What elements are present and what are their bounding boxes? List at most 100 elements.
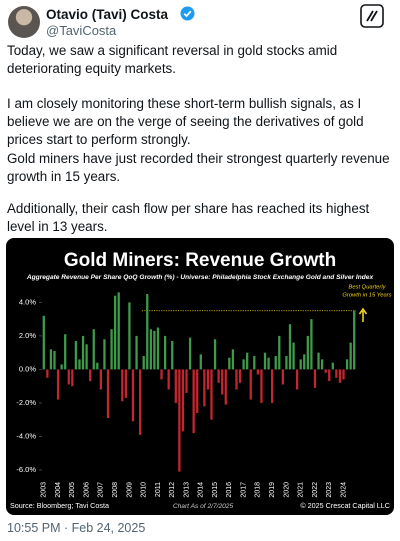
bar	[131, 369, 135, 422]
x-tick-label: 2008	[112, 482, 119, 498]
author-name[interactable]: Otavio (Tavi) Costa	[46, 7, 169, 22]
bar	[128, 302, 131, 370]
bar	[338, 369, 342, 383]
bar	[349, 342, 352, 370]
bar	[156, 327, 160, 370]
tweet-paragraph: Today, we saw a significant reversal in …	[7, 43, 338, 76]
handle[interactable]: @TaviCosta	[46, 23, 117, 38]
bar	[92, 329, 95, 370]
copyright: © 2025 Crescat Capital LLC	[300, 501, 390, 510]
bar	[228, 357, 231, 370]
bar	[53, 350, 56, 370]
bar	[260, 369, 263, 403]
bar	[60, 364, 63, 370]
bar	[217, 369, 220, 383]
bar	[324, 369, 327, 373]
bar	[138, 369, 142, 435]
bar	[331, 362, 334, 370]
annotation-arrow	[358, 307, 368, 322]
bar	[71, 369, 74, 387]
x-tick-label: 2021	[298, 482, 305, 498]
bar	[81, 335, 85, 370]
bar	[320, 359, 324, 370]
y-tick-label: -4.0%	[16, 431, 36, 440]
bar	[317, 352, 320, 370]
avatar[interactable]	[8, 6, 40, 38]
x-tick-label: 2023	[326, 482, 333, 498]
bar	[167, 369, 170, 390]
bar	[249, 369, 252, 400]
y-tick-label: -2.0%	[16, 398, 36, 407]
x-tick-label: 2011	[155, 482, 162, 497]
bar	[342, 369, 345, 380]
bar	[74, 340, 78, 370]
x-tick-label: 2017	[240, 482, 247, 498]
y-tick-label: 2.0%	[19, 331, 36, 340]
bar	[328, 369, 331, 382]
annotation: Best Quarterly	[348, 285, 386, 291]
grok-icon[interactable]	[360, 4, 384, 28]
bar	[313, 369, 317, 388]
bar	[278, 335, 281, 370]
bar	[246, 352, 249, 370]
bar	[117, 292, 120, 370]
tweet-paragraph: Gold miners have just recorded their str…	[7, 151, 390, 184]
bar	[224, 369, 227, 405]
bar	[89, 369, 92, 382]
bar	[174, 369, 177, 403]
bar	[335, 369, 338, 378]
x-tick-label: 2014	[198, 482, 205, 498]
x-tick-label: 2015	[212, 482, 219, 498]
bar	[99, 369, 103, 390]
bar	[85, 344, 88, 370]
timestamp[interactable]: 10:55 PM · Feb 24, 2025	[7, 521, 146, 535]
bar	[235, 369, 238, 390]
bar	[121, 369, 124, 402]
bar	[238, 369, 242, 383]
bar	[263, 352, 267, 370]
bar	[56, 369, 60, 400]
x-tick-label: 2003	[41, 482, 48, 498]
bar	[103, 339, 106, 370]
bar	[163, 335, 167, 370]
bar	[42, 315, 45, 370]
x-tick-label: 2024	[340, 482, 347, 498]
tweet-paragraph: I am closely monitoring these short-term…	[7, 96, 364, 147]
x-tick-label: 2013	[183, 482, 190, 498]
bar	[221, 369, 224, 395]
bar	[299, 359, 302, 370]
bar	[153, 330, 156, 370]
bar	[142, 356, 145, 370]
bar	[192, 369, 195, 434]
bar	[353, 310, 356, 370]
x-tick-label: 2020	[283, 482, 290, 498]
bar	[188, 337, 192, 370]
bar	[124, 369, 127, 398]
y-tick-label: 0.0%	[19, 364, 36, 373]
chart-image[interactable]: Gold Miners: Revenue Growth Aggregate Re…	[6, 238, 394, 515]
bar	[285, 356, 288, 370]
bar	[171, 340, 174, 370]
bar	[206, 369, 210, 390]
bar	[310, 319, 313, 370]
bar	[203, 369, 206, 407]
bar	[106, 369, 110, 419]
chart-subtitle: Aggregate Revenue Per Share QoQ Growth (…	[26, 274, 374, 281]
x-tick-label: 2006	[83, 482, 90, 498]
bar	[210, 369, 213, 420]
bar	[253, 356, 256, 370]
y-tick-label: -6.0%	[16, 465, 36, 474]
x-tick-label: 2018	[255, 482, 262, 498]
bar	[306, 335, 309, 370]
x-tick-label: 2016	[226, 482, 233, 498]
bar	[78, 359, 81, 370]
bar	[146, 294, 149, 370]
bar	[295, 369, 299, 390]
bar	[271, 369, 274, 403]
bar	[242, 359, 245, 370]
x-tick-label: 2019	[269, 482, 276, 498]
bar	[49, 349, 53, 370]
bar	[46, 369, 49, 378]
bar	[303, 354, 306, 370]
